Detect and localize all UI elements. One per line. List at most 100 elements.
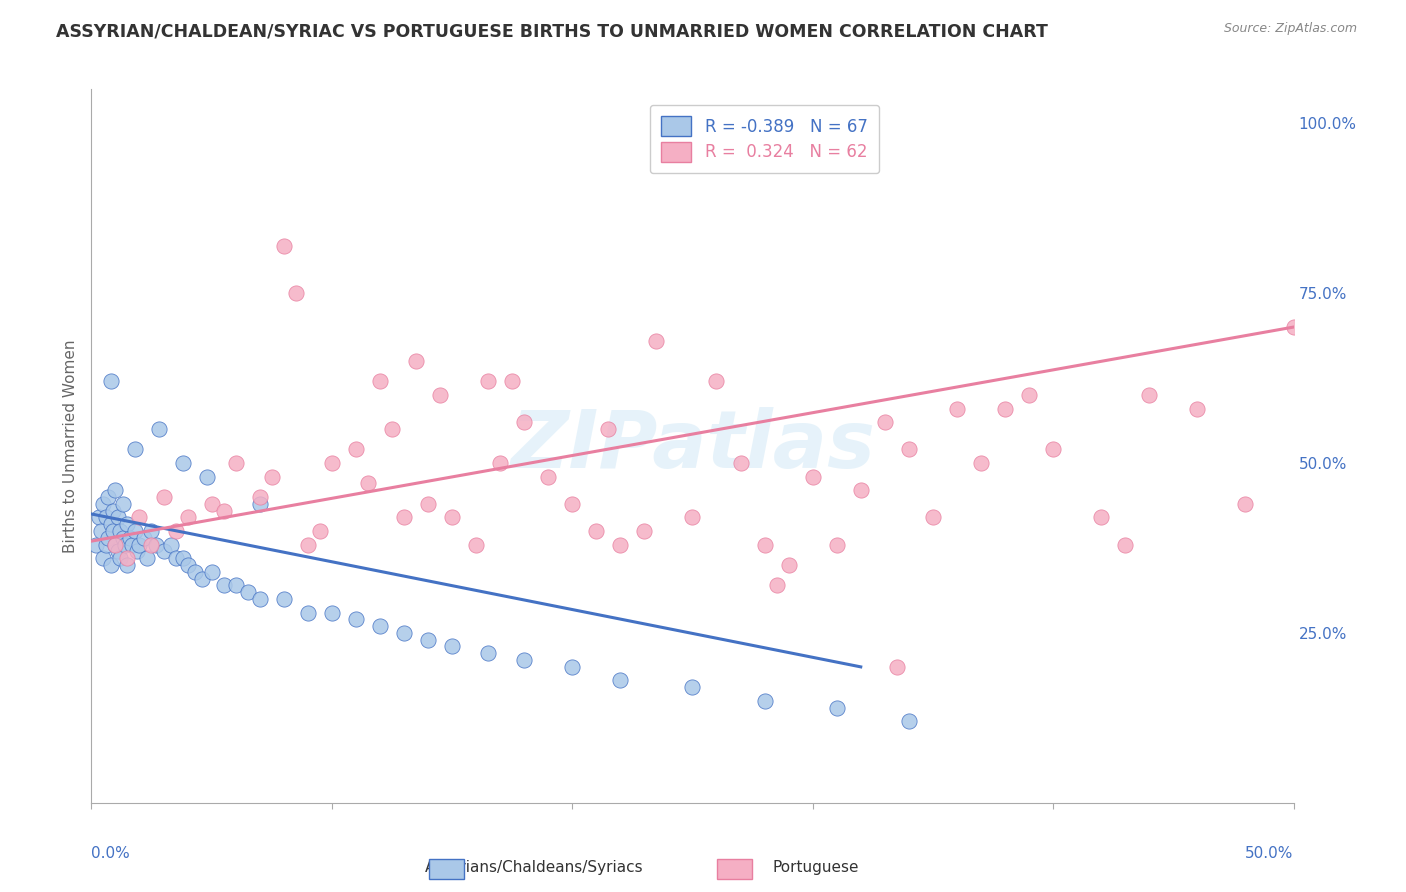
- Point: [801, 469, 824, 483]
- Point: [561, 497, 583, 511]
- Point: [321, 606, 343, 620]
- Point: [128, 510, 150, 524]
- Point: [124, 442, 146, 457]
- Point: [101, 503, 124, 517]
- Point: [477, 646, 499, 660]
- Point: [609, 537, 631, 551]
- Point: [537, 469, 560, 483]
- Point: [165, 551, 187, 566]
- Point: [90, 524, 112, 538]
- Text: 0.0%: 0.0%: [91, 846, 131, 861]
- Point: [159, 537, 181, 551]
- Point: [107, 544, 129, 558]
- Point: [141, 537, 163, 551]
- Point: [778, 558, 800, 572]
- Point: [645, 334, 668, 348]
- Point: [191, 572, 214, 586]
- Point: [104, 537, 127, 551]
- Point: [225, 578, 247, 592]
- Legend: R = -0.389   N = 67, R =  0.324   N = 62: R = -0.389 N = 67, R = 0.324 N = 62: [650, 104, 879, 173]
- Point: [260, 469, 283, 483]
- Point: [754, 694, 776, 708]
- Point: [184, 565, 207, 579]
- Text: Source: ZipAtlas.com: Source: ZipAtlas.com: [1223, 22, 1357, 36]
- Point: [392, 626, 415, 640]
- Point: [172, 456, 194, 470]
- Point: [273, 238, 295, 252]
- Point: [513, 415, 536, 429]
- Point: [1234, 497, 1257, 511]
- Point: [440, 510, 463, 524]
- Point: [825, 537, 848, 551]
- Point: [416, 497, 439, 511]
- Point: [873, 415, 896, 429]
- Point: [110, 551, 132, 566]
- Point: [94, 537, 117, 551]
- Point: [416, 632, 439, 647]
- Point: [87, 510, 110, 524]
- Point: [249, 497, 271, 511]
- Point: [148, 422, 170, 436]
- Point: [368, 619, 391, 633]
- Point: [1137, 388, 1160, 402]
- Point: [114, 537, 136, 551]
- Point: [172, 551, 194, 566]
- Point: [344, 612, 367, 626]
- Point: [357, 476, 380, 491]
- Point: [561, 660, 583, 674]
- Text: ZIPatlas: ZIPatlas: [510, 407, 875, 485]
- Point: [284, 286, 307, 301]
- Point: [513, 653, 536, 667]
- Point: [124, 524, 146, 538]
- Text: 50.0%: 50.0%: [1246, 846, 1294, 861]
- Point: [633, 524, 655, 538]
- Point: [134, 531, 156, 545]
- Point: [152, 490, 174, 504]
- Point: [152, 544, 174, 558]
- Point: [681, 510, 703, 524]
- Point: [609, 673, 631, 688]
- Point: [1090, 510, 1112, 524]
- Point: [1042, 442, 1064, 457]
- Point: [110, 524, 132, 538]
- Point: [128, 537, 150, 551]
- Point: [754, 537, 776, 551]
- Point: [849, 483, 872, 498]
- Point: [897, 442, 920, 457]
- Point: [706, 375, 728, 389]
- Point: [117, 517, 139, 532]
- Text: Assyrians/Chaldeans/Syriacs: Assyrians/Chaldeans/Syriacs: [425, 860, 644, 874]
- Text: Portuguese: Portuguese: [772, 860, 859, 874]
- Point: [118, 531, 141, 545]
- Point: [405, 354, 427, 368]
- Point: [681, 680, 703, 694]
- Point: [135, 551, 157, 566]
- Point: [93, 497, 115, 511]
- Point: [825, 700, 848, 714]
- Point: [970, 456, 993, 470]
- Point: [107, 510, 129, 524]
- Point: [212, 578, 235, 592]
- Point: [93, 551, 115, 566]
- Point: [94, 510, 117, 524]
- Point: [111, 497, 134, 511]
- Point: [249, 490, 271, 504]
- Point: [489, 456, 512, 470]
- Point: [1114, 537, 1136, 551]
- Point: [165, 524, 187, 538]
- Y-axis label: Births to Unmarried Women: Births to Unmarried Women: [62, 339, 77, 553]
- Point: [117, 558, 139, 572]
- Point: [429, 388, 451, 402]
- Point: [111, 531, 134, 545]
- Point: [308, 524, 330, 538]
- Point: [141, 524, 163, 538]
- Point: [121, 537, 143, 551]
- Point: [249, 591, 271, 606]
- Point: [1282, 320, 1305, 334]
- Point: [104, 483, 127, 498]
- Point: [84, 537, 107, 551]
- Point: [195, 469, 218, 483]
- Point: [236, 585, 259, 599]
- Point: [117, 551, 139, 566]
- Point: [104, 537, 127, 551]
